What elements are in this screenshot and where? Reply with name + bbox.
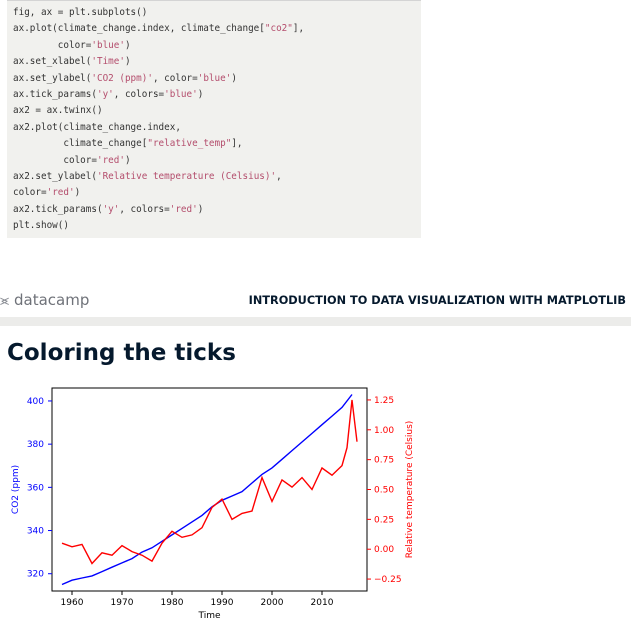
code-line: color='red') [13, 187, 81, 199]
code-block: fig, ax = plt.subplots() ax.plot(climate_… [7, 0, 421, 238]
code-line: ax2.tick_params('y', colors='red') [13, 203, 204, 215]
x-tick-label: 1960 [61, 598, 84, 608]
series-line-co2 [61, 394, 353, 586]
slide-header [0, 286, 631, 317]
code-line: ax.plot(climate_change.index, climate_ch… [13, 23, 305, 35]
y-left-tick-label: 340 [27, 527, 44, 537]
code-line: ax.set_xlabel('Time') [13, 56, 131, 68]
logo-text: datacamp [14, 291, 90, 309]
y-left-axis-label: CO2 (ppm) [11, 465, 21, 514]
y-left-tick-label: 320 [27, 570, 44, 580]
header-divider [0, 317, 631, 326]
code-line: plt.show() [13, 220, 69, 232]
y-left-tick-label: 380 [27, 440, 44, 450]
x-tick-label: 1990 [211, 598, 234, 608]
y-right-tick-label: 0.25 [374, 515, 394, 525]
code-line: ax2 = ax.twinx() [13, 105, 103, 117]
code-line: ax.set_ylabel('CO2 (ppm)', color='blue') [13, 72, 237, 84]
x-axis-label: Time [197, 611, 220, 621]
plot-frame [51, 387, 368, 592]
code-line: ax2.set_ylabel('Relative temperature (Ce… [13, 171, 282, 182]
y-right-tick-label: 0.00 [374, 545, 394, 555]
y-right-tick-label: 0.75 [374, 456, 394, 466]
code-line: color='blue') [13, 39, 131, 51]
y-right-tick-label: 1.00 [374, 426, 394, 436]
x-tick-label: 1980 [161, 598, 184, 608]
code-line: climate_change["relative_temp"], [13, 138, 243, 150]
x-tick-label: 1970 [111, 598, 134, 608]
y-left-tick-label: 400 [27, 397, 44, 407]
y-right-axis-label: Relative temperature (Celsius) [405, 421, 415, 559]
course-title: INTRODUCTION TO DATA VISUALIZATION WITH … [248, 294, 626, 307]
y-right-tick-label: −0.25 [374, 575, 402, 585]
code-line: ax.tick_params('y', colors='blue') [13, 89, 204, 100]
chart: 1960 1970 1980 1990 2000 2010 320 340 360 380 400 −… [11, 387, 415, 621]
code-line: ax2.plot(climate_change.index, [13, 121, 181, 133]
y-right-tick-label: 0.50 [374, 486, 394, 496]
code-line: fig, ax = plt.subplots() [13, 7, 148, 18]
code-line: color='red') [13, 154, 131, 166]
series-line-relative_temp [61, 399, 358, 565]
y-left-tick-label: 360 [27, 483, 44, 493]
x-tick-label: 2010 [311, 598, 334, 608]
datacamp-logo-icon: ⪤ [0, 293, 10, 309]
x-tick-label: 2000 [261, 598, 284, 608]
slide-title: Coloring the ticks [7, 340, 236, 366]
y-right-tick-label: 1.25 [374, 396, 394, 406]
